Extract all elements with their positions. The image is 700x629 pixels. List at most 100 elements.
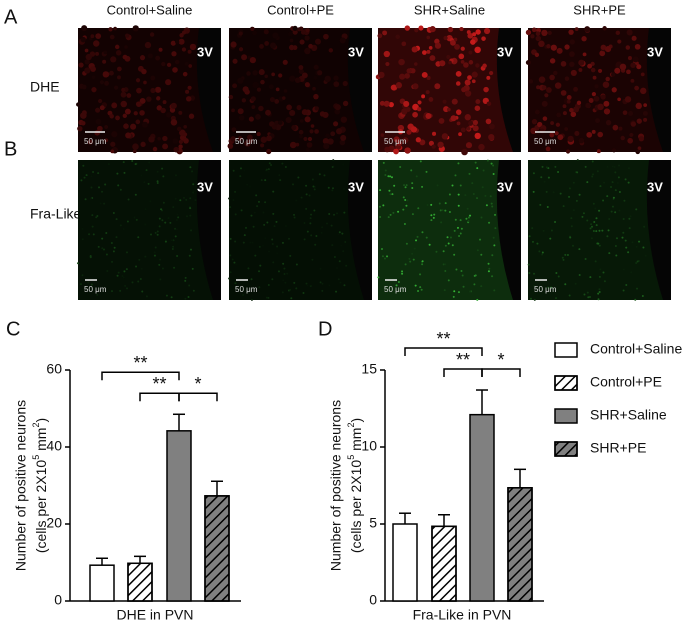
cell-dot [611, 148, 617, 153]
x-axis-label: DHE in PVN [116, 607, 193, 623]
cell-dot [342, 250, 345, 253]
cell-dot [482, 63, 487, 69]
cell-dot [538, 250, 541, 253]
cell-dot [119, 289, 122, 292]
cell-dot [162, 135, 168, 142]
cell-dot [578, 193, 581, 196]
cell-dot [97, 172, 100, 175]
cell-dot [231, 127, 237, 133]
cell-dot [593, 95, 600, 102]
cell-dot [312, 185, 315, 188]
cell-dot [264, 201, 267, 204]
cell-dot [101, 237, 104, 240]
scale-bar-label: 50 μm [235, 137, 258, 146]
cell-dot [76, 102, 81, 107]
cell-dot [547, 30, 552, 36]
cell-dot [189, 207, 192, 210]
cell-dot [254, 254, 257, 257]
cell-dot [589, 227, 592, 230]
cell-dot [444, 269, 447, 272]
cell-dot [266, 221, 269, 224]
cell-dot [237, 136, 243, 141]
cell-dot [541, 253, 544, 256]
cell-dot [187, 49, 192, 54]
cell-dot [472, 125, 479, 132]
cell-dot [309, 222, 312, 225]
cell-dot [302, 292, 305, 295]
cell-dot [439, 209, 442, 212]
cell-dot [402, 208, 405, 211]
cell-dot [189, 43, 197, 51]
cell-dot [635, 149, 641, 155]
cell-dot [95, 216, 98, 219]
cell-dot [472, 193, 475, 196]
cell-dot [147, 182, 150, 185]
cell-dot [81, 84, 87, 90]
cell-dot [334, 108, 341, 115]
cell-dot [565, 149, 571, 154]
cell-dot [241, 54, 248, 61]
cell-dot [458, 132, 462, 137]
cell-dot [478, 143, 485, 151]
cell-dot [190, 229, 193, 232]
cell-dot [159, 258, 162, 261]
cell-dot [485, 118, 492, 125]
cell-dot [377, 33, 383, 39]
cell-dot [531, 240, 534, 243]
cell-dot [618, 209, 621, 212]
cell-dot [282, 59, 288, 65]
cell-dot [332, 159, 335, 162]
cell-dot [405, 204, 408, 207]
cell-dot [261, 244, 264, 247]
cell-dot [460, 270, 463, 273]
cell-dot [249, 57, 256, 64]
cell-dot [185, 89, 190, 94]
cell-dot [281, 96, 286, 100]
cell-dot [570, 69, 577, 76]
cell-dot [567, 135, 574, 143]
cell-dot [229, 237, 232, 240]
cell-dot [259, 44, 264, 49]
cell-dot [96, 293, 99, 296]
cell-dot [271, 72, 275, 77]
cell-dot [154, 86, 162, 93]
cell-dot [438, 117, 445, 124]
cell-dot [383, 50, 390, 58]
cell-dot [644, 254, 647, 257]
cell-dot [247, 267, 250, 270]
cell-dot [455, 81, 461, 86]
cell-dot [79, 283, 82, 286]
cell-dot [321, 282, 324, 285]
legend-hatch [554, 375, 578, 391]
cell-dot [333, 121, 339, 127]
cell-dot [476, 167, 479, 170]
cell-dot [135, 101, 142, 107]
cell-dot [310, 213, 313, 216]
cell-dot [78, 62, 84, 68]
cell-dot [174, 59, 180, 65]
cell-dot [323, 174, 326, 177]
cell-dot [156, 230, 159, 233]
cell-dot [161, 267, 164, 270]
cell-dot [455, 70, 462, 77]
cell-dot [590, 237, 593, 240]
cell-dot [413, 62, 418, 66]
cell-dot [528, 271, 531, 274]
cell-dot [242, 86, 249, 93]
cell-dot [256, 205, 259, 208]
cell-dot [244, 226, 247, 229]
cell-dot [616, 182, 619, 185]
cell-dot [428, 97, 434, 102]
cell-dot [596, 170, 599, 173]
cell-dot [594, 207, 597, 210]
cell-dot [560, 61, 567, 67]
cell-dot [170, 239, 173, 242]
cell-dot [323, 143, 330, 150]
cell-dot [417, 100, 422, 105]
cell-dot [483, 86, 489, 93]
cell-dot [457, 162, 460, 165]
ventricle [196, 28, 221, 152]
cell-dot [458, 53, 465, 60]
cell-dot [154, 246, 157, 249]
cell-dot [89, 197, 92, 200]
